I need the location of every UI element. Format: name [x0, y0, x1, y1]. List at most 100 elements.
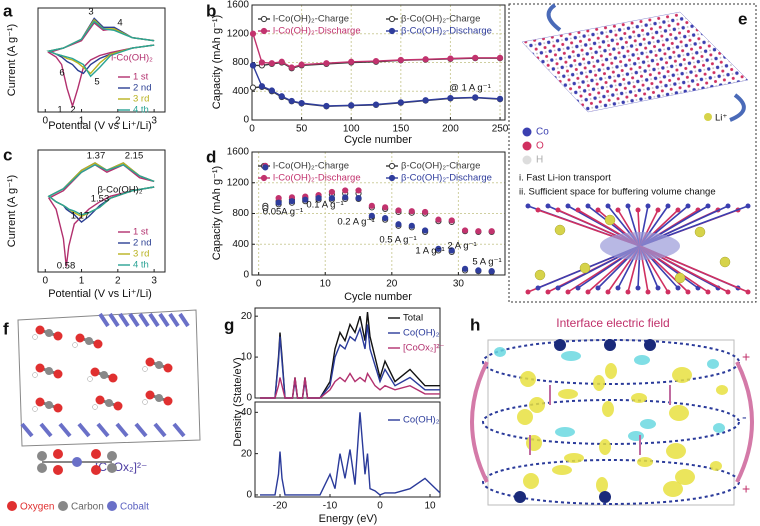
cobalt-bond — [178, 312, 190, 328]
y-tick-label: 1600 — [227, 147, 250, 158]
data-point — [288, 198, 296, 205]
data-point — [368, 212, 375, 219]
legend-dot — [522, 127, 532, 137]
charge: + — [742, 349, 750, 365]
charge-blob — [564, 453, 584, 463]
data-point — [278, 93, 285, 100]
atom — [625, 203, 631, 209]
charge-blob — [523, 473, 539, 489]
legend-label: 2 nd — [133, 238, 152, 249]
y-tick-label: 400 — [232, 239, 249, 250]
data-point — [397, 56, 404, 64]
y-tick-label: 1600 — [227, 0, 250, 11]
annotation: 0.2 A g⁻¹ — [337, 217, 374, 228]
x-tick-label: 20 — [386, 279, 398, 290]
data-point — [368, 202, 375, 209]
legend-label: 3 rd — [133, 94, 149, 105]
transport-arrow — [729, 93, 746, 122]
legend-label: 1 st — [133, 227, 149, 238]
data-point — [496, 54, 504, 61]
oxygen — [163, 396, 173, 406]
oxygen — [53, 369, 63, 379]
cobalt-bond — [172, 422, 186, 438]
oxygen — [108, 373, 118, 383]
series-line — [260, 412, 441, 496]
legend-marker — [388, 27, 396, 35]
data-point — [408, 222, 415, 229]
atom — [705, 289, 711, 295]
charge-blob — [494, 347, 506, 357]
legend-label: Carbon — [71, 502, 104, 513]
y-tick-label: 1200 — [227, 177, 250, 188]
data-point — [475, 267, 482, 274]
data-point — [408, 208, 415, 215]
data-point — [342, 187, 349, 194]
legend-marker — [388, 162, 396, 170]
atom — [514, 491, 526, 503]
cobalt-bond — [98, 312, 110, 328]
hydrogen — [32, 406, 38, 412]
atom — [535, 285, 541, 291]
data-point — [258, 59, 266, 66]
annotation: 1.53 — [91, 194, 110, 205]
data-point — [268, 87, 275, 94]
data-point — [447, 55, 454, 62]
charge-blob — [602, 401, 614, 417]
annotation: l-Co(OH)₂ — [111, 53, 153, 64]
atom — [665, 289, 671, 295]
data-point — [461, 227, 469, 234]
atom — [53, 465, 63, 475]
charge-blob — [707, 359, 719, 369]
oxygen — [145, 357, 155, 367]
charge-blob — [663, 481, 683, 497]
charge-blob — [640, 419, 656, 429]
charge-blob — [669, 405, 689, 421]
data-point — [262, 164, 269, 171]
data-point — [298, 100, 305, 107]
atom — [655, 285, 661, 291]
data-point — [323, 102, 330, 110]
atom — [605, 289, 611, 295]
carbon — [155, 394, 163, 402]
series-line — [46, 17, 155, 75]
atom — [545, 203, 551, 209]
x-axis-label: Cycle number — [344, 134, 412, 146]
annotation: 1 A g⁻¹ — [415, 246, 444, 257]
legend-marker — [388, 174, 396, 182]
data-point — [355, 195, 362, 202]
core — [600, 232, 680, 260]
legend-label: O — [536, 141, 544, 152]
legend-label: l-Co(OH)₂-Discharge — [273, 26, 361, 37]
charge: - — [742, 409, 747, 425]
transport-arrow — [546, 3, 562, 32]
legend-marker — [260, 15, 268, 23]
data-point — [496, 95, 504, 102]
atom — [665, 203, 671, 209]
data-point — [488, 228, 495, 235]
y-tick-label: 20 — [241, 448, 253, 459]
atom — [675, 285, 681, 291]
oxygen — [90, 367, 100, 377]
charge-blob — [552, 465, 572, 475]
panel-letter: g — [224, 315, 234, 334]
atom — [91, 465, 101, 475]
atom — [615, 285, 621, 291]
legend-marker — [388, 15, 396, 23]
legend-label: Total — [403, 313, 423, 324]
y-tick-label: 0 — [246, 393, 252, 404]
oxygen — [95, 395, 105, 405]
data-point — [475, 228, 482, 235]
x-tick-label: 10 — [320, 279, 332, 290]
annotation: 1.37 — [87, 151, 106, 162]
data-point — [372, 57, 380, 65]
series-line — [47, 21, 155, 109]
charge-blob — [561, 351, 581, 361]
atom — [575, 285, 581, 291]
data-point — [355, 187, 362, 194]
atom — [37, 463, 47, 473]
charge: + — [742, 481, 750, 497]
cobalt-bond — [148, 312, 160, 328]
x-axis-label: Cycle number — [344, 291, 412, 303]
legend-label: β-Co(OH)₂-Discharge — [401, 173, 492, 184]
panel-title: Interface electric field — [556, 316, 669, 330]
